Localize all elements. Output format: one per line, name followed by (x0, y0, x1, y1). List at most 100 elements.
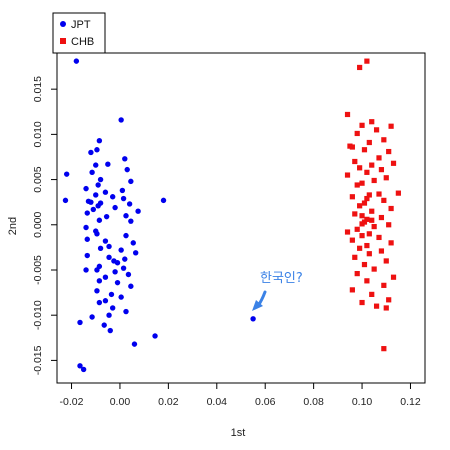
data-point-chb (357, 203, 363, 209)
x-tick-label: 0.04 (207, 396, 228, 408)
data-point-chb (354, 226, 360, 232)
data-point-jpt (126, 201, 133, 207)
legend-marker-jpt (60, 21, 66, 27)
data-point-chb (361, 261, 368, 268)
data-point-chb (359, 213, 365, 219)
data-point-jpt (77, 319, 83, 326)
data-point-jpt (102, 274, 109, 280)
data-point-jpt (94, 288, 100, 294)
data-point-jpt (62, 197, 69, 204)
data-point-jpt (95, 203, 101, 209)
data-point-jpt (152, 333, 158, 339)
x-tick-label: 0.00 (110, 396, 131, 408)
data-point-jpt (89, 169, 95, 176)
x-axis-label: 1st (231, 427, 246, 439)
data-point-chb (388, 240, 394, 246)
data-point-jpt (83, 267, 89, 273)
data-point-chb (386, 148, 392, 155)
data-point-chb (349, 287, 355, 293)
data-point-chb (359, 180, 365, 186)
data-point-chb (395, 190, 401, 196)
data-point-chb (361, 147, 368, 153)
data-point-chb (364, 278, 370, 284)
data-point-chb (344, 111, 351, 118)
data-point-jpt (84, 252, 90, 259)
data-point-jpt (102, 238, 109, 244)
data-point-jpt (114, 260, 121, 266)
data-point-jpt (94, 147, 100, 153)
data-point-jpt (105, 161, 111, 167)
data-point-chb (383, 258, 389, 264)
data-point-jpt (88, 149, 94, 156)
plot-frame (56, 52, 426, 384)
data-point-jpt (106, 243, 112, 250)
x-tick-label: 0.06 (255, 396, 276, 408)
data-point-chb (352, 254, 358, 260)
data-point-chb (386, 222, 392, 228)
data-point-jpt (63, 171, 70, 177)
y-tick-label: -0.015 (32, 345, 44, 375)
data-point-chb (349, 194, 355, 200)
data-point-jpt (107, 327, 113, 334)
data-point-chb (378, 214, 385, 221)
data-point-jpt (93, 162, 99, 168)
data-point-chb (359, 122, 365, 128)
data-point-jpt (94, 231, 100, 237)
data-point-jpt (160, 197, 167, 204)
x-tick-label: 0.08 (303, 396, 324, 408)
data-point-chb (359, 299, 365, 306)
data-point-jpt (103, 213, 110, 220)
data-point-chb (376, 234, 382, 241)
data-point-chb (352, 211, 358, 217)
x-tick-label: -0.02 (60, 396, 84, 408)
y-tick-label: 0.000 (32, 211, 44, 237)
legend-box (52, 12, 106, 54)
legend-label-jpt: JPT (71, 19, 91, 31)
data-point-chb (364, 195, 370, 202)
data-point-chb (366, 139, 372, 146)
y-axis: -0.015 -0.010 -0.005 0.000 0.005 0.010 0.015 (32, 76, 57, 375)
data-point-jpt (84, 236, 90, 242)
y-tick-label: -0.005 (32, 255, 44, 285)
data-point-chb (344, 229, 351, 235)
data-point-jpt (128, 283, 134, 289)
data-point-jpt (106, 312, 112, 318)
data-point-jpt (130, 240, 136, 246)
data-point-jpt (84, 210, 90, 216)
data-point-chb (381, 137, 387, 143)
data-point-jpt (128, 178, 134, 185)
data-point-chb (373, 303, 380, 309)
data-point-jpt (80, 366, 87, 373)
data-point-jpt (106, 254, 112, 261)
x-axis: -0.02 0.00 0.02 0.04 0.06 0.08 0.10 0.12 (60, 383, 421, 408)
data-point-jpt (114, 279, 121, 286)
data-point-jpt (83, 185, 89, 192)
legend: JPT CHB (52, 12, 106, 54)
data-point-chb (369, 291, 375, 297)
data-point-jpt (102, 298, 109, 304)
data-point-jpt (119, 187, 126, 194)
data-point-jpt (124, 166, 130, 173)
data-point-jpt (90, 206, 97, 213)
data-point-jpt (73, 58, 80, 64)
data-point-jpt (77, 363, 83, 369)
data-point-chb (357, 245, 363, 251)
data-point-chb (364, 169, 370, 175)
data-point-chb (364, 58, 370, 64)
data-point-jpt (128, 218, 134, 224)
data-point-chb (349, 144, 355, 150)
data-point-jpt (132, 250, 139, 256)
data-point-jpt (95, 182, 101, 188)
data-point-jpt (131, 341, 138, 347)
data-point-jpt (112, 269, 118, 275)
data-point-jpt (112, 204, 118, 211)
data-point-jpt (101, 322, 107, 328)
data-point-chb (388, 205, 394, 212)
data-point-jpt (122, 256, 128, 262)
data-point-jpt (135, 208, 141, 214)
annotation-arrowhead-icon (252, 300, 263, 311)
data-point-chb (357, 64, 363, 71)
data-point-chb (378, 248, 385, 254)
data-point-jpt (123, 308, 129, 315)
data-point-chb (361, 200, 368, 206)
